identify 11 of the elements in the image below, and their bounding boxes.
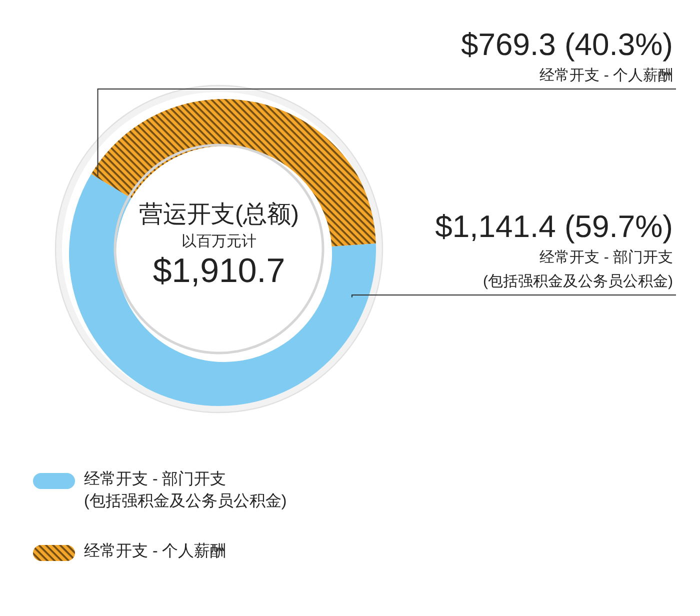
legend-label: 经常开支 - 部门开支 (包括强积金及公务员公积金) (84, 470, 287, 512)
data-label: $1,141.4 (59.7%) (435, 209, 673, 244)
legend-label: 经常开支 - 个人薪酬 (84, 542, 226, 562)
data-label: $769.3 (40.3%) (461, 27, 673, 62)
text: 以百万元计 (182, 233, 256, 250)
donut-slice (69, 174, 379, 409)
slice-label: 经常开支 - 个人薪酬 (540, 67, 673, 84)
text: 营运开支(总额) (139, 201, 299, 228)
slice-label: 经常开支 - 部门开支 (包括强积金及公务员公积金) (483, 249, 673, 290)
text: $1,910.7 (152, 252, 286, 290)
donut-slice (91, 99, 379, 246)
